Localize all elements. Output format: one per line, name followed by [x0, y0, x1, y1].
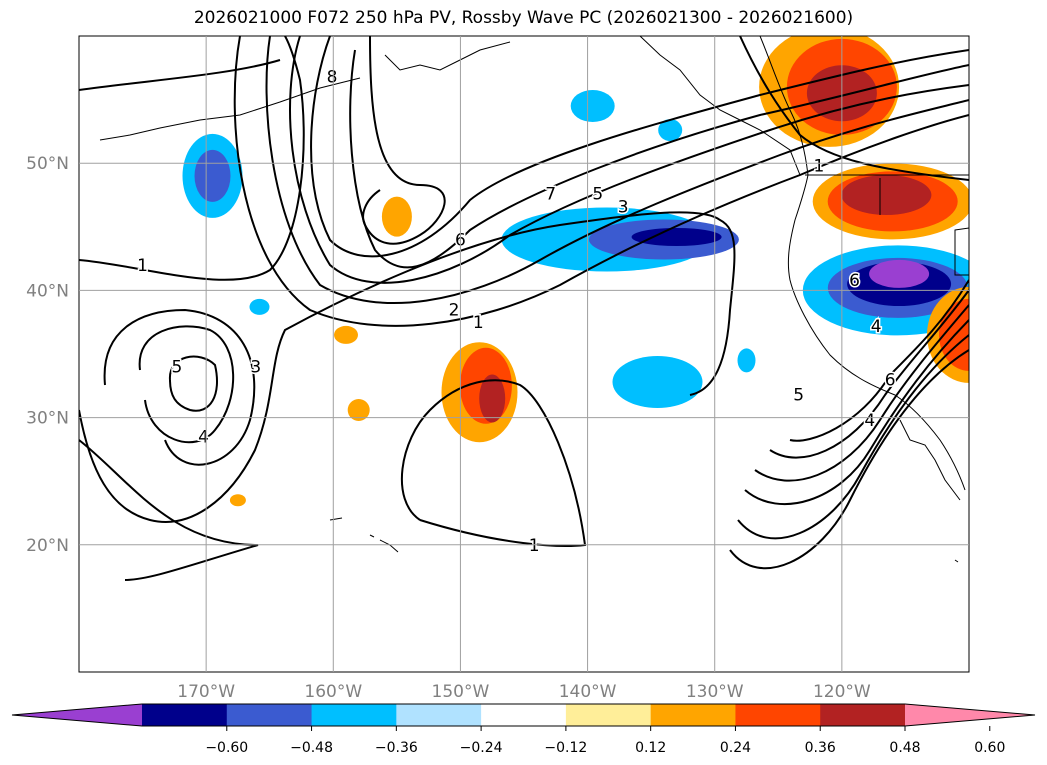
contour-value-label: 4 — [864, 411, 875, 431]
contour-value-label: 3 — [250, 358, 261, 378]
colorbar-segment — [650, 704, 736, 726]
pv-anomaly-region — [658, 119, 683, 142]
contour-value-label: 5 — [592, 185, 603, 205]
coastline-layer — [99, 36, 969, 563]
colorbar-segment — [311, 704, 397, 726]
pv-anomaly-region — [194, 149, 231, 202]
pv-anomaly-region — [841, 175, 932, 215]
colorbar-segment — [226, 704, 313, 726]
colorbar-segment — [565, 704, 652, 726]
colorbar-tick-label: 0.60 — [974, 740, 1005, 756]
pv-anomaly-region — [479, 374, 506, 423]
colorbar-tick-label: 0.48 — [889, 740, 920, 756]
pv-contour-layer — [79, 36, 969, 581]
longitude-tick-label: 160°W — [304, 682, 362, 702]
contour-value-label: 8 — [327, 68, 338, 88]
colorbar-tick-label: 0.12 — [635, 740, 666, 756]
pv-anomaly-region — [631, 228, 722, 246]
contour-value-label: 3 — [618, 197, 629, 217]
contour-value-label: 2 — [449, 300, 460, 320]
pv-anomaly-region — [229, 494, 246, 507]
pv-anomaly-region — [249, 298, 270, 315]
latitude-tick-label: 40°N — [26, 281, 69, 301]
contour-value-label: 7 — [545, 185, 556, 205]
map-frame — [78, 35, 970, 673]
latitude-tick-label: 20°N — [26, 536, 69, 556]
pv-anomaly-region — [334, 325, 358, 344]
map-title: 2026021000 F072 250 hPa PV, Rossby Wave … — [193, 8, 854, 28]
colorbar-segment — [396, 704, 482, 726]
contour-value-label: 5 — [793, 386, 804, 406]
colorbar-segment — [481, 704, 567, 726]
contour-value-label: 4 — [198, 428, 209, 448]
colorbar-over-extension — [905, 704, 1035, 726]
pv-anomaly-region — [869, 259, 930, 288]
longitude-tick-label: 130°W — [686, 682, 744, 702]
colorbar-tick-label: −0.36 — [375, 740, 418, 756]
pv-anomaly-region — [381, 196, 412, 237]
contour-value-label: 5 — [171, 358, 182, 378]
colorbar-segment — [735, 704, 821, 726]
contour-value-label: 6 — [885, 370, 896, 390]
pv-anomaly-region — [737, 348, 756, 373]
colorbar-tick-label: −0.12 — [544, 740, 587, 756]
colorbar-tick-label: 0.24 — [720, 740, 751, 756]
pv-anomaly-region — [570, 90, 615, 122]
latitude-tick-label: 30°N — [26, 409, 69, 429]
contour-value-label: 1 — [473, 313, 484, 333]
colorbar-tick-label: 0.36 — [805, 740, 836, 756]
longitude-tick-label: 170°W — [177, 682, 235, 702]
contour-value-label: 6 — [849, 271, 860, 291]
colorbar-outline — [11, 703, 1036, 727]
longitude-tick-label: 120°W — [813, 682, 871, 702]
pv-shading-layer — [182, 36, 969, 507]
colorbar-tick-label: −0.24 — [460, 740, 503, 756]
contour-value-label: 4 — [871, 317, 882, 337]
pv-anomaly-region — [347, 399, 370, 421]
colorbar-tick-label: −0.60 — [205, 740, 248, 756]
graticule-layer — [79, 36, 969, 672]
pv-anomaly-region — [612, 356, 703, 408]
longitude-tick-label: 150°W — [432, 682, 490, 702]
longitude-tick-label: 140°W — [559, 682, 617, 702]
contour-value-label: 1 — [814, 157, 825, 177]
axis-tick-labels: 170°W 160°W 150°W 140°W 130°W 120°W 20°N 30°N 40… — [26, 154, 871, 702]
colorbar-segment — [820, 704, 906, 726]
colorbar: −0.60 −0.48 −0.36 −0.24 −0.12 0.12 0.24 0.36 0.4… — [11, 703, 1036, 756]
latitude-tick-label: 50°N — [26, 154, 69, 174]
colorbar-under-extension — [12, 704, 142, 726]
contour-value-label: 1 — [529, 536, 540, 556]
colorbar-segment — [142, 704, 228, 726]
colorbar-tick-label: −0.48 — [290, 740, 333, 756]
contour-value-label: 1 — [137, 256, 148, 276]
